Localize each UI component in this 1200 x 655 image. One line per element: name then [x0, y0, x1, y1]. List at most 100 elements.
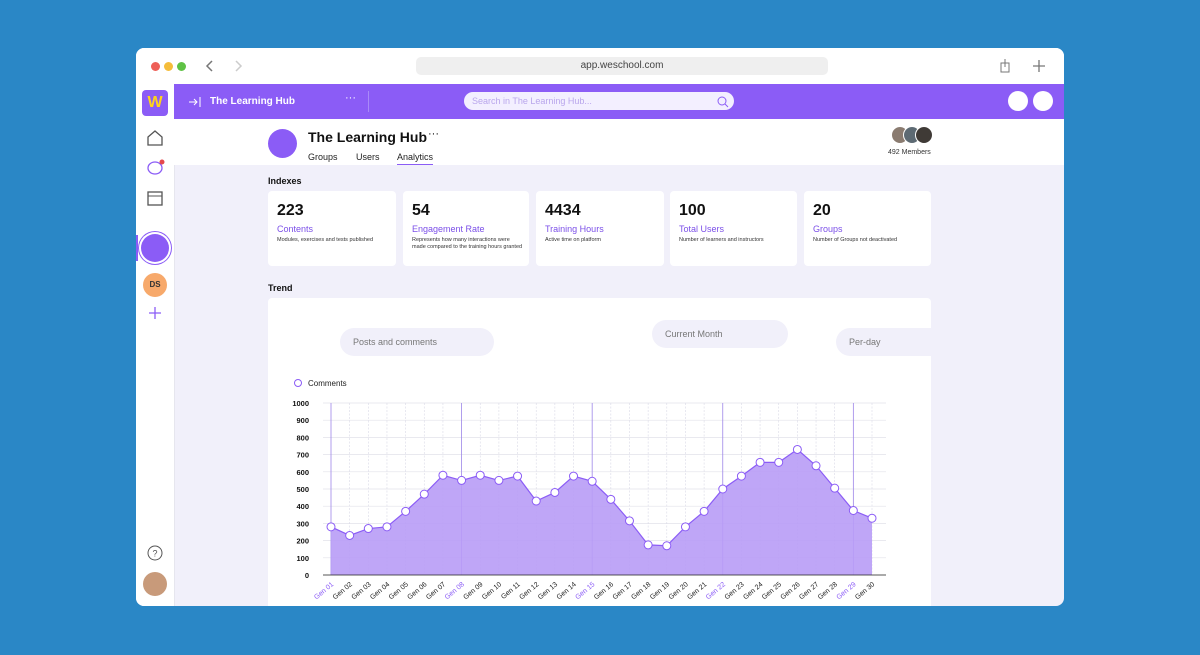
filter-dropdown[interactable]: Per-day: [836, 328, 931, 356]
tab[interactable]: Groups: [308, 152, 338, 162]
point: [774, 457, 784, 467]
page-title: The Learning Hub: [308, 129, 427, 145]
point: [830, 483, 840, 493]
x-tick-label: Gen 06: [406, 581, 428, 601]
members-count[interactable]: 492 Members: [888, 149, 931, 156]
notifications-button[interactable]: [1033, 91, 1053, 111]
index-label: Contents: [277, 224, 314, 234]
index-label: Groups: [813, 224, 843, 234]
sidebar-icons[interactable]: [145, 128, 165, 258]
x-tick-label: Gen 11: [500, 581, 522, 601]
index-description: Modules, exercises and tests published: [277, 237, 373, 243]
space-avatar[interactable]: [141, 234, 169, 262]
browser-toolbar: app.weschool.com: [136, 48, 1064, 85]
x-tick-label: Gen 12: [518, 581, 540, 601]
x-tick-label: Gen 01: [313, 581, 335, 601]
legend-marker: [294, 379, 302, 387]
filter-dropdown[interactable]: Posts and comments: [340, 328, 494, 356]
point: [848, 506, 858, 515]
x-tick-label: Gen 05: [388, 581, 410, 601]
divider: [368, 91, 369, 112]
x-tick-label: Gen 28: [817, 581, 839, 601]
filter-dropdown[interactable]: Current Month: [652, 320, 788, 348]
y-tick-label: 100: [296, 554, 309, 563]
point: [438, 470, 448, 480]
tab[interactable]: Analytics: [397, 152, 434, 165]
x-tick-label: Gen 10: [481, 581, 503, 601]
point: [363, 524, 373, 534]
index-value: 54: [412, 202, 430, 219]
x-tick-label: Gen 02: [332, 581, 354, 601]
x-tick-label: Gen 07: [425, 581, 447, 601]
point: [531, 496, 541, 506]
x-tick-label: Gen 19: [649, 581, 671, 601]
zoom-dot[interactable]: [177, 62, 186, 71]
browser-actions[interactable]: [998, 58, 1054, 74]
close-dot[interactable]: [151, 62, 160, 71]
legend-label: Comments: [308, 379, 347, 388]
space-name: The Learning Hub: [210, 96, 295, 107]
index-description: Active time on platform: [545, 237, 601, 243]
user-initials[interactable]: DS: [143, 273, 167, 297]
x-tick-label: Gen 23: [724, 581, 746, 601]
x-tick-label: Gen 20: [668, 581, 690, 601]
y-tick-label: 400: [296, 502, 309, 511]
point: [606, 494, 616, 504]
point: [326, 522, 336, 532]
index-description: Number of Groups not deactivated: [813, 237, 898, 243]
y-tick-label: 900: [296, 416, 309, 425]
tab[interactable]: Users: [356, 152, 380, 162]
point: [755, 457, 765, 467]
area: [331, 449, 872, 575]
x-tick-label: Gen 26: [780, 581, 802, 601]
index-label: Total Users: [679, 224, 725, 234]
member-avatar: [915, 126, 933, 144]
point: [475, 470, 485, 480]
point: [419, 489, 429, 499]
point: [792, 444, 802, 454]
help-icon[interactable]: ?: [146, 544, 164, 562]
active-indicator: [136, 235, 138, 261]
point: [662, 541, 672, 551]
point: [457, 475, 467, 485]
x-tick-label: Gen 13: [537, 581, 559, 601]
y-tick-label: 800: [296, 433, 309, 442]
y-tick-label: 700: [296, 451, 309, 460]
chart: Comments 0 100 200 300 400 500 600 700 800 900 1000…: [292, 327, 924, 601]
url-bar[interactable]: app.weschool.com: [416, 57, 828, 75]
point: [550, 487, 560, 497]
x-tick-label: Gen 18: [630, 581, 652, 601]
section-title: Indexes: [268, 176, 302, 186]
search-icon[interactable]: [717, 96, 729, 108]
y-tick-label: 300: [296, 519, 309, 528]
x-tick-label: Gen 16: [593, 581, 615, 601]
index-card: 4434 Training Hours Active time on platfor…: [536, 191, 664, 266]
x-tick-label: Gen 21: [686, 581, 708, 601]
y-tick-label: 200: [296, 537, 309, 546]
point: [382, 522, 392, 532]
x-tick-label: Gen 25: [761, 581, 783, 601]
profile-avatar[interactable]: [143, 572, 167, 596]
collapse-icon[interactable]: [188, 96, 202, 108]
sidebar: W DS ?: [136, 84, 175, 606]
space-header: The Learning Hub ··· 492 Members Groups U…: [174, 119, 1064, 165]
point: [345, 530, 355, 540]
y-tick-label: 600: [296, 468, 309, 477]
topbar: The Learning Hub ··· Search in The Learn…: [174, 84, 1064, 119]
title-menu[interactable]: ···: [428, 128, 439, 140]
search-input[interactable]: Search in The Learning Hub...: [464, 92, 734, 110]
y-tick-label: 500: [296, 485, 309, 494]
logo[interactable]: W: [142, 90, 168, 116]
x-tick-label: Gen 24: [742, 581, 764, 601]
index-description: Represents how many interactions were ma…: [412, 237, 523, 250]
index-label: Training Hours: [545, 224, 604, 234]
index-card: 100 Total Users Number of learners and ins…: [670, 191, 797, 266]
x-tick-label: Gen 30: [854, 581, 876, 601]
minimize-dot[interactable]: [164, 62, 173, 71]
space-menu[interactable]: ···: [345, 92, 356, 104]
svg-text:?: ?: [152, 549, 157, 559]
stats-button[interactable]: [1008, 91, 1028, 111]
add-icon[interactable]: [148, 306, 162, 320]
nav-arrows[interactable]: [204, 59, 244, 73]
